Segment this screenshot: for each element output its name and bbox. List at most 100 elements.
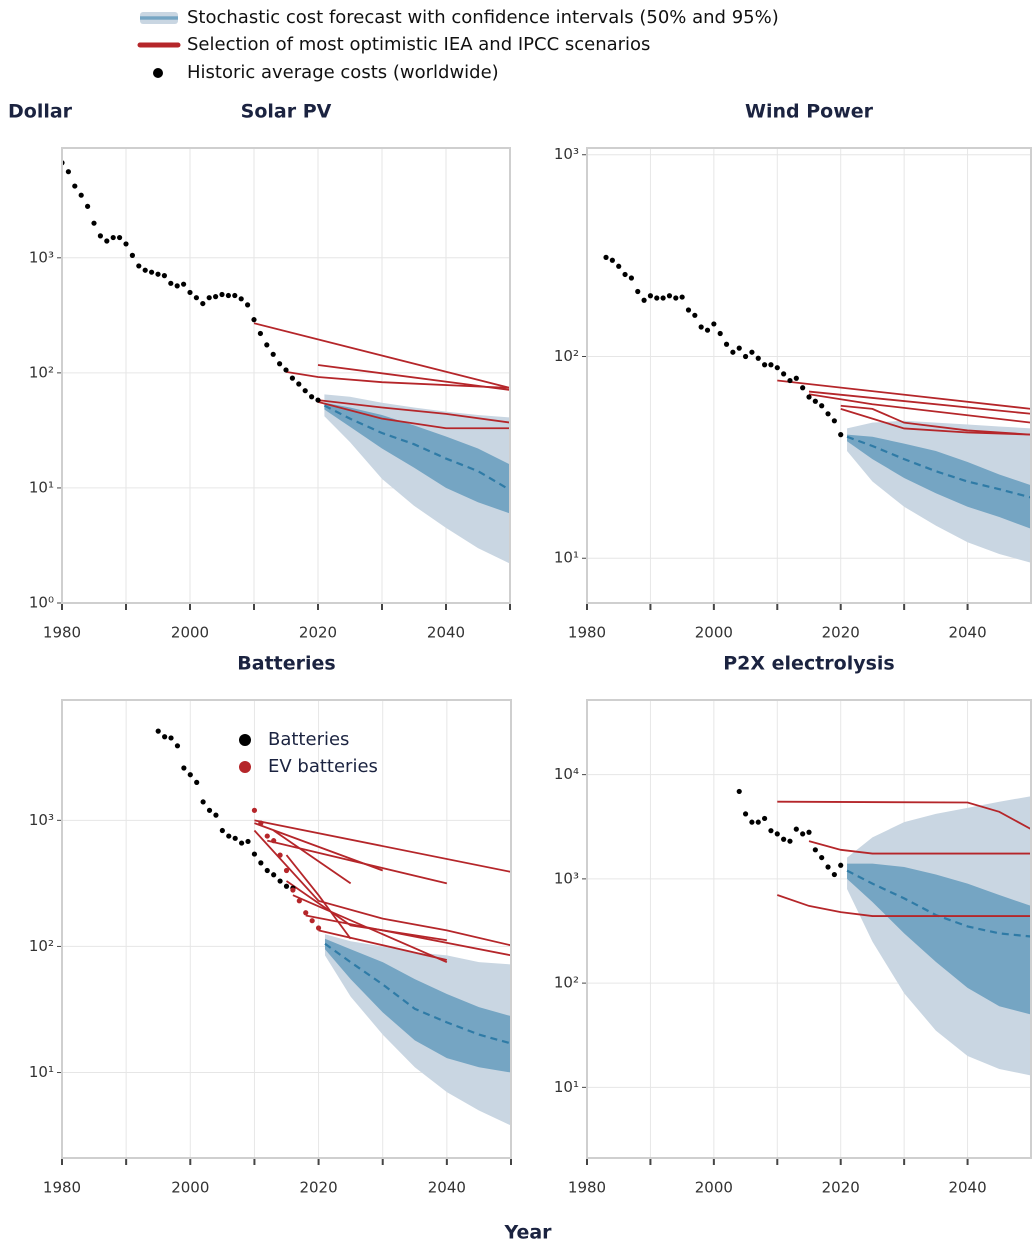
historic-point (838, 432, 844, 438)
y-tick-label: 10² (554, 347, 579, 365)
historic-point (717, 330, 723, 337)
historic-point (704, 327, 711, 333)
historic-point (213, 294, 219, 300)
historic-point (155, 271, 161, 277)
historic-point (768, 828, 774, 834)
historic-point (225, 292, 231, 299)
historic-point (736, 345, 742, 351)
historic-point (251, 851, 258, 857)
historic-point (647, 293, 654, 299)
historic-point (104, 238, 110, 244)
historic-point (819, 854, 825, 861)
historic-point (85, 203, 91, 209)
historic-point (245, 838, 251, 845)
scenario-line (776, 894, 1031, 917)
x-tick-label: 2000 (695, 1179, 733, 1197)
historic-point (831, 871, 837, 878)
historic-point (781, 371, 787, 377)
historic-point (162, 734, 168, 740)
historic-point (200, 300, 206, 307)
historic-point (194, 779, 200, 785)
y-tick-label: 10¹ (29, 478, 54, 496)
scenario-line (808, 393, 1031, 424)
historic-point (129, 252, 135, 258)
ev-point (264, 833, 270, 839)
historic-point (239, 840, 245, 846)
historic-point (793, 375, 799, 381)
historic-point (616, 263, 622, 269)
forecast-median (323, 404, 510, 491)
x-tick-label: 2000 (171, 624, 209, 642)
y-tick-label: 10² (554, 974, 579, 992)
scenario-line (285, 854, 352, 940)
historic-point (206, 807, 213, 813)
historic-point (270, 351, 276, 357)
historic-point (698, 324, 704, 330)
historic-point (831, 418, 837, 424)
forecast-median (846, 869, 1031, 938)
x-axis-label: Year (503, 1222, 552, 1244)
historic-point (238, 296, 244, 302)
historic-point (812, 847, 818, 853)
historic-point (65, 169, 71, 175)
historic-point (136, 263, 142, 269)
historic-point (200, 799, 206, 805)
scenario-line (840, 404, 1031, 436)
historic-point (711, 321, 717, 327)
y-tick-label: 10² (29, 363, 54, 381)
y-tick-label: 10³ (554, 869, 579, 887)
confidence-band (324, 938, 511, 1073)
historic-point (72, 183, 78, 189)
x-tick-label: 2020 (822, 1179, 860, 1197)
historic-point (213, 812, 219, 818)
panel (62, 148, 510, 603)
historic-point (187, 289, 193, 296)
plot-frame (586, 147, 1032, 604)
ev-point (251, 807, 258, 813)
historic-point (257, 330, 263, 337)
historic-point (762, 362, 768, 368)
ev-point (258, 820, 264, 826)
historic-point (806, 829, 812, 835)
ev-point (283, 867, 290, 874)
historic-point (97, 233, 103, 239)
historic-point (819, 403, 825, 409)
historic-point (271, 872, 277, 878)
historic-point (685, 307, 692, 313)
scenario-line (285, 880, 447, 942)
historic-point (609, 257, 615, 263)
scenario-line (317, 400, 510, 430)
historic-point (232, 292, 238, 299)
scenario-line (267, 839, 448, 885)
confidence-band (847, 863, 1031, 1015)
historic-point (742, 353, 749, 360)
scenario-line (808, 390, 1031, 415)
historic-point (692, 312, 698, 318)
historic-point (219, 827, 225, 834)
scenario-line (292, 894, 448, 964)
panel-title: Batteries (237, 653, 335, 675)
legend-swatch (140, 12, 178, 24)
x-tick-label: 2000 (171, 1179, 209, 1197)
historic-point (825, 411, 831, 417)
historic-point (264, 342, 270, 348)
scenario-line (253, 322, 510, 389)
x-tick-label: 2020 (822, 624, 860, 642)
y-tick-label: 10³ (554, 145, 579, 163)
historic-point (181, 281, 187, 287)
historic-point (654, 295, 660, 301)
historic-point (289, 375, 295, 381)
historic-point (277, 878, 283, 884)
historic-point (296, 381, 302, 387)
legend-label: EV batteries (268, 756, 378, 777)
historic-point (315, 397, 321, 403)
historic-point (749, 349, 755, 355)
historic-point (622, 271, 628, 278)
legend-swatch (239, 761, 251, 773)
historic-point (774, 365, 780, 371)
historic-point (800, 831, 806, 837)
scenario-line (253, 829, 511, 947)
historic-point (149, 269, 155, 275)
historic-point (110, 234, 116, 241)
